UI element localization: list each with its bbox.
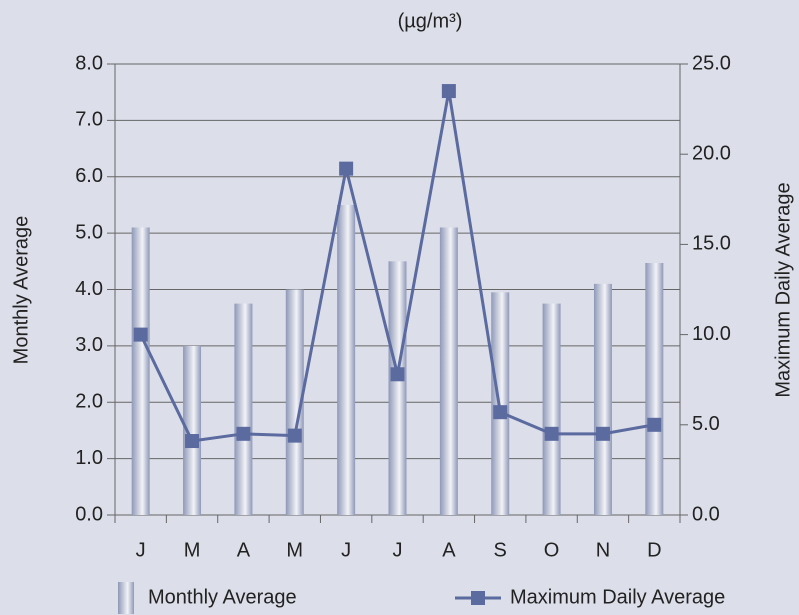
- bar: [131, 227, 150, 516]
- x-tick-label: O: [544, 539, 560, 561]
- marker: [595, 426, 610, 441]
- x-tick-label: M: [184, 539, 201, 561]
- legend-label: Monthly Average: [148, 586, 297, 608]
- x-tick-label: D: [647, 539, 661, 561]
- x-tick-label: A: [237, 539, 251, 561]
- bar: [183, 345, 202, 515]
- bar: [439, 227, 458, 516]
- y2-tick-label: 0.0: [692, 503, 720, 525]
- bar: [285, 289, 304, 515]
- y-tick-label: 8.0: [75, 52, 103, 74]
- y-tick-label: 3.0: [75, 334, 103, 356]
- chart-subtitle: (µg/m³): [398, 10, 463, 32]
- bar: [234, 303, 253, 515]
- y2-tick-label: 20.0: [692, 142, 731, 164]
- x-tick-label: S: [494, 539, 507, 561]
- marker: [236, 426, 251, 441]
- marker: [390, 367, 405, 382]
- y2-axis-label: Maximum Daily Average: [772, 182, 794, 397]
- x-tick-label: J: [136, 539, 146, 561]
- x-tick-label: N: [596, 539, 610, 561]
- marker: [544, 426, 559, 441]
- marker: [133, 327, 148, 342]
- y-tick-label: 0.0: [75, 503, 103, 525]
- y2-tick-label: 15.0: [692, 233, 731, 255]
- legend-swatch: [471, 591, 485, 605]
- y2-tick-label: 5.0: [692, 413, 720, 435]
- x-tick-label: J: [341, 539, 351, 561]
- bar: [388, 261, 407, 515]
- y2-tick-label: 10.0: [692, 323, 731, 345]
- bar: [542, 303, 561, 515]
- y-tick-label: 7.0: [75, 109, 103, 131]
- bar: [645, 263, 664, 515]
- marker: [185, 434, 200, 449]
- bar: [593, 283, 612, 515]
- y-tick-label: 5.0: [75, 221, 103, 243]
- marker: [441, 84, 456, 99]
- y-tick-label: 4.0: [75, 278, 103, 300]
- marker: [647, 417, 662, 432]
- x-tick-label: A: [442, 539, 456, 561]
- x-tick-label: M: [286, 539, 303, 561]
- bar: [337, 204, 356, 515]
- legend-swatch: [118, 582, 134, 614]
- y-axis-label: Monthly Average: [10, 216, 32, 365]
- legend-label: Maximum Daily Average: [510, 586, 725, 608]
- y-tick-label: 6.0: [75, 165, 103, 187]
- marker: [493, 405, 508, 420]
- y-tick-label: 2.0: [75, 391, 103, 413]
- y-tick-label: 1.0: [75, 447, 103, 469]
- y2-tick-label: 25.0: [692, 52, 731, 74]
- x-tick-label: J: [393, 539, 403, 561]
- marker: [339, 161, 354, 176]
- marker: [287, 428, 302, 443]
